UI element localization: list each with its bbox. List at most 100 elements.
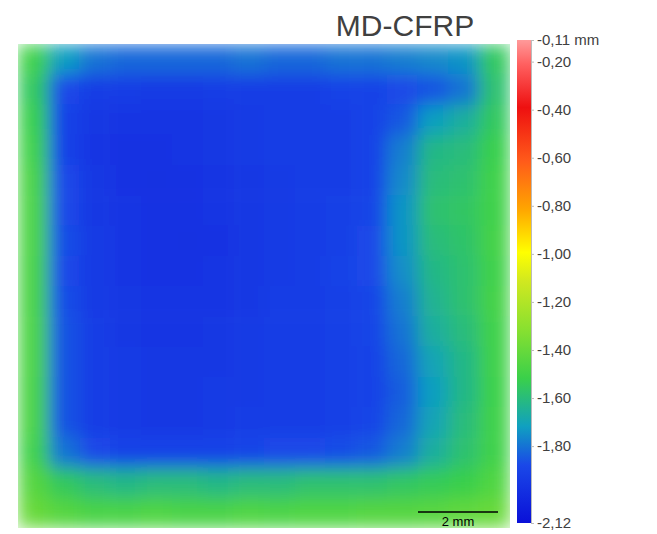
heatmap-cell bbox=[479, 437, 510, 468]
heatmap-cell bbox=[203, 165, 234, 196]
heatmap-cell bbox=[479, 286, 510, 317]
colorbar-tick-mark bbox=[531, 110, 534, 111]
colorbar-tick: -0,40 bbox=[531, 101, 571, 118]
heatmap-cell bbox=[110, 135, 141, 166]
heatmap-cell bbox=[49, 226, 80, 257]
scale-bar-label: 2 mm bbox=[442, 514, 475, 529]
colorbar-tick-label: -1,40 bbox=[537, 341, 571, 358]
heatmap bbox=[18, 44, 510, 528]
heatmap-cell bbox=[141, 437, 172, 468]
heatmap-cell bbox=[203, 286, 234, 317]
heatmap-cell bbox=[264, 195, 295, 226]
heatmap-cell bbox=[233, 377, 264, 408]
colorbar-tick: -0,20 bbox=[531, 53, 571, 70]
heatmap-cell bbox=[326, 44, 357, 75]
heatmap-cell bbox=[49, 74, 80, 105]
heatmap-cell bbox=[387, 407, 418, 438]
heatmap-cell bbox=[479, 407, 510, 438]
heatmap-cell bbox=[141, 44, 172, 75]
heatmap-cell bbox=[326, 195, 357, 226]
heatmap-cell bbox=[418, 256, 449, 287]
heatmap-cell bbox=[479, 105, 510, 136]
heatmap-cell bbox=[449, 316, 480, 347]
heatmap-cell bbox=[356, 195, 387, 226]
heatmap-cell bbox=[141, 468, 172, 499]
heatmap-cell bbox=[295, 347, 326, 378]
heatmap-cell bbox=[110, 165, 141, 196]
heatmap-cell bbox=[233, 347, 264, 378]
heatmap-cell bbox=[264, 226, 295, 257]
heatmap-cell bbox=[80, 437, 111, 468]
heatmap-cell bbox=[295, 316, 326, 347]
heatmap-cell bbox=[110, 437, 141, 468]
heatmap-cell bbox=[356, 226, 387, 257]
colorbar-tick-label: -0,80 bbox=[537, 197, 571, 214]
heatmap-cell bbox=[203, 195, 234, 226]
heatmap-cell bbox=[141, 498, 172, 528]
chart: MD-CFRP2 mm-0,11 mm-0,20-0,40-0,60-0,80-… bbox=[0, 0, 657, 534]
heatmap-cell bbox=[449, 135, 480, 166]
colorbar-tick-mark bbox=[531, 302, 534, 303]
heatmap-cell bbox=[203, 74, 234, 105]
colorbar-tick-mark bbox=[531, 40, 534, 41]
colorbar-tick-mark bbox=[531, 254, 534, 255]
colorbar-tick-mark bbox=[531, 158, 534, 159]
heatmap-cell bbox=[141, 316, 172, 347]
heatmap-cell bbox=[172, 135, 203, 166]
colorbar-tick-mark bbox=[531, 523, 534, 524]
heatmap-cell bbox=[479, 377, 510, 408]
heatmap-cell bbox=[110, 347, 141, 378]
heatmap-cell bbox=[80, 44, 111, 75]
heatmap-cell bbox=[418, 347, 449, 378]
heatmap-cell bbox=[326, 316, 357, 347]
heatmap-cell bbox=[141, 226, 172, 257]
colorbar-tick-label: -1,20 bbox=[537, 293, 571, 310]
colorbar-axis: -0,11 mm -0,20 -0,40 -0,60 -0,80 -1,00 -1,20 -1… bbox=[531, 31, 599, 531]
heatmap-cell bbox=[449, 286, 480, 317]
heatmap-cell bbox=[295, 437, 326, 468]
heatmap-cell bbox=[418, 105, 449, 136]
heatmap-cell bbox=[18, 165, 49, 196]
colorbar-tick-label: -0,11 mm bbox=[537, 31, 599, 48]
heatmap-cell bbox=[172, 286, 203, 317]
heatmap-cell bbox=[264, 165, 295, 196]
heatmap-cell bbox=[80, 347, 111, 378]
heatmap-cell bbox=[80, 407, 111, 438]
heatmap-cell bbox=[387, 286, 418, 317]
heatmap-cell bbox=[418, 316, 449, 347]
colorbar-tick: -1,00 bbox=[531, 245, 571, 262]
heatmap-cell bbox=[356, 468, 387, 499]
heatmap-cell bbox=[110, 44, 141, 75]
heatmap-cell bbox=[356, 135, 387, 166]
heatmap-cell bbox=[387, 256, 418, 287]
heatmap-cell bbox=[49, 437, 80, 468]
heatmap-cell bbox=[418, 135, 449, 166]
colorbar-tick-mark bbox=[531, 206, 534, 207]
heatmap-cell bbox=[479, 44, 510, 75]
heatmap-cell bbox=[264, 437, 295, 468]
heatmap-cell bbox=[387, 195, 418, 226]
colorbar-tick: -0,11 mm bbox=[531, 31, 599, 48]
heatmap-cell bbox=[295, 498, 326, 528]
heatmap-cell bbox=[233, 226, 264, 257]
heatmap-cell bbox=[141, 105, 172, 136]
colorbar-tick-label: -0,20 bbox=[537, 53, 571, 70]
heatmap-cell bbox=[141, 407, 172, 438]
heatmap-cell bbox=[233, 105, 264, 136]
colorbar-tick: -1,40 bbox=[531, 341, 571, 358]
heatmap-cell bbox=[418, 195, 449, 226]
heatmap-cell bbox=[356, 256, 387, 287]
heatmap-cell bbox=[295, 226, 326, 257]
heatmap-cell bbox=[387, 437, 418, 468]
heatmap-cell bbox=[233, 44, 264, 75]
colorbar-tick: -0,60 bbox=[531, 149, 571, 166]
heatmap-cell bbox=[449, 468, 480, 499]
heatmap-cell bbox=[233, 195, 264, 226]
heatmap-cell bbox=[172, 498, 203, 528]
heatmap-cell bbox=[418, 377, 449, 408]
heatmap-cell bbox=[295, 377, 326, 408]
heatmap-cell bbox=[387, 316, 418, 347]
colorbar-tick-label: -0,60 bbox=[537, 149, 571, 166]
heatmap-cell bbox=[387, 135, 418, 166]
heatmap-cell bbox=[387, 498, 418, 528]
